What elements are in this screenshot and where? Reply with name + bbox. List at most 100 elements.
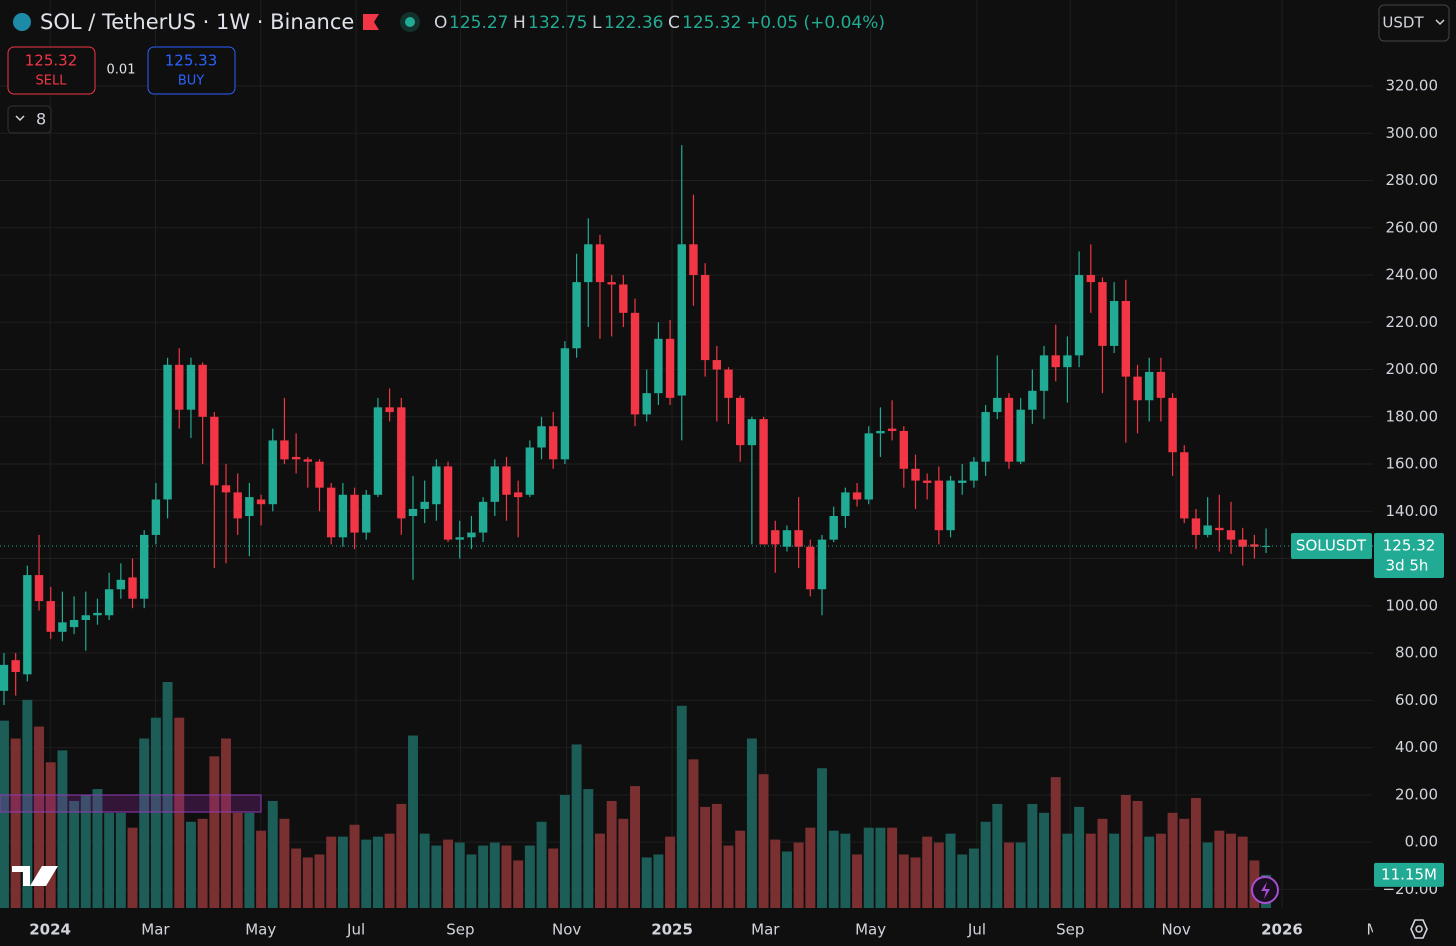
currency-select[interactable] [1378, 4, 1450, 42]
indicator-count: 8 [36, 110, 46, 129]
volume-bar [1015, 842, 1026, 908]
volume-bar [139, 738, 150, 908]
volume-bar [1167, 812, 1178, 908]
volume-bar [898, 854, 909, 908]
symbol-tag-bg [1291, 532, 1372, 559]
candle-body [1226, 530, 1236, 540]
y-tick-label: 240.00 [1386, 266, 1439, 284]
candle-body [700, 275, 710, 361]
chevron [1435, 19, 1445, 26]
volume-bar [127, 827, 138, 908]
tv-logo[interactable] [12, 866, 58, 886]
candle-body [689, 244, 698, 276]
y-tick-label: 260.00 [1386, 218, 1439, 236]
volume-bar [1202, 842, 1213, 908]
volume-tag: 11.15M [1381, 865, 1437, 883]
symbol-title[interactable]: SOL / TetherUS · 1W · Binance [40, 10, 354, 34]
volume-bar [1027, 803, 1038, 908]
volume-bar [466, 854, 477, 908]
volume-bar [583, 789, 594, 908]
price-tag: 125.32 [1383, 536, 1436, 554]
candle-body [619, 284, 628, 313]
candle-body [303, 459, 313, 462]
x-tick-label: 2025 [651, 921, 693, 939]
candle-body [1121, 301, 1131, 377]
candle-body [595, 244, 605, 283]
y-tick-label: 100.00 [1386, 596, 1439, 614]
volume-bar [793, 842, 804, 908]
candle-body [467, 532, 476, 538]
x-tick-label: Sep [446, 921, 474, 939]
y-tick-label: 20.00 [1395, 785, 1438, 803]
candle-body [771, 530, 780, 545]
candle-body [116, 579, 126, 590]
range-highlight [0, 794, 262, 813]
ohlc-key: L [592, 13, 602, 33]
volume-bar [711, 803, 722, 908]
volume-bar [910, 857, 921, 908]
candle-body [1250, 544, 1259, 547]
volume-bar [104, 812, 115, 908]
candle-body [1215, 527, 1224, 531]
volume-bar [1074, 806, 1085, 908]
settings-icon[interactable] [1410, 919, 1428, 939]
volume-bar [314, 854, 325, 908]
volume-bar [489, 842, 500, 908]
volume-bar [559, 795, 570, 908]
candle-body [350, 494, 359, 533]
volume-bar [548, 848, 559, 908]
sell-button[interactable] [7, 46, 96, 95]
candle-body [373, 407, 383, 495]
y-tick-label: 140.00 [1386, 502, 1439, 520]
volume-bar [1097, 818, 1108, 908]
y-tick-label: 0.00 [1405, 833, 1438, 851]
volume-bar [1214, 830, 1225, 908]
candle-body [899, 430, 909, 469]
symbol-icon[interactable] [13, 13, 31, 31]
candle-body [841, 492, 850, 517]
flag-icon[interactable] [363, 14, 379, 30]
x-tick-label: Mar [141, 921, 170, 939]
candle-body [245, 497, 254, 517]
volume-bar [852, 854, 863, 908]
volume-bar [922, 836, 933, 908]
y-tick-label: 300.00 [1386, 124, 1439, 142]
volume-bar [863, 827, 874, 908]
candle-body [420, 501, 429, 509]
candle-body [34, 575, 44, 602]
y-tick-label: 280.00 [1386, 171, 1439, 189]
y-tick-label: 60.00 [1395, 691, 1438, 709]
candle-body [233, 492, 242, 519]
candle-body [1098, 282, 1107, 346]
volume-bar [209, 756, 220, 908]
candle-body [93, 612, 102, 616]
candle-body [1004, 397, 1014, 462]
candle-body [549, 426, 558, 460]
countdown: 3d 5h [1386, 556, 1429, 574]
buy-button[interactable] [147, 46, 236, 95]
volume-bar [957, 854, 968, 908]
candle-body [537, 426, 546, 448]
volume-bar [80, 795, 91, 908]
volume-bar [1004, 842, 1014, 908]
candle-body [1086, 275, 1095, 283]
volume-bar [1237, 836, 1248, 908]
candle-body [1109, 301, 1119, 346]
volume-bar [887, 827, 898, 908]
volume-bar [337, 836, 348, 908]
volume-bar [618, 818, 629, 908]
candle-body [630, 312, 640, 415]
price-axis-panel [1373, 0, 1456, 908]
candle-body [0, 664, 9, 691]
change: +0.05 (+0.04%) [746, 13, 885, 33]
volume-bar [641, 857, 652, 908]
x-tick-label: Nov [1161, 921, 1190, 939]
candle-body [735, 397, 745, 446]
buy-price: 125.33 [165, 52, 218, 70]
indicators-toggle[interactable] [7, 105, 52, 134]
candle-body [151, 499, 161, 535]
candle-body [946, 480, 955, 531]
volume-bar [326, 836, 337, 908]
price-tag-bg [1374, 532, 1444, 578]
